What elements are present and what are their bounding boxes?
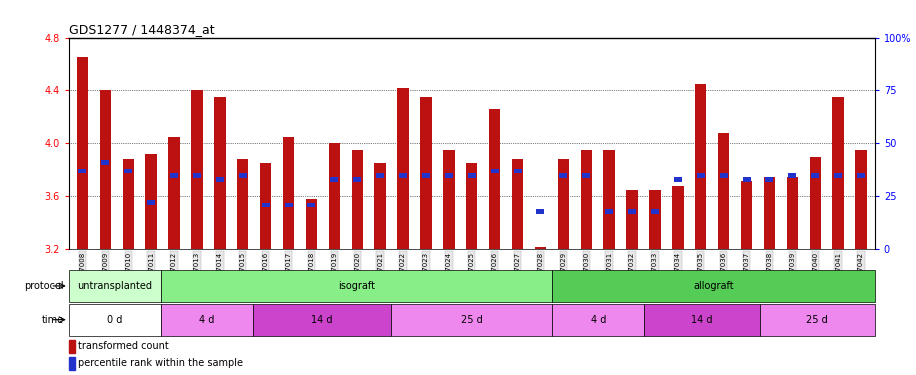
Bar — [193, 173, 201, 177]
Bar — [741, 180, 752, 249]
Bar — [558, 159, 569, 249]
Bar — [810, 157, 821, 249]
Bar — [376, 173, 384, 177]
Bar — [787, 177, 798, 249]
Bar — [308, 202, 315, 207]
Bar — [399, 173, 407, 177]
Bar — [329, 144, 340, 249]
Bar — [285, 202, 292, 207]
Bar — [605, 209, 613, 214]
Bar — [812, 173, 819, 177]
Bar — [77, 57, 88, 249]
Bar — [262, 202, 269, 207]
Text: 4 d: 4 d — [591, 315, 606, 325]
Bar — [420, 97, 431, 249]
Bar — [468, 173, 475, 177]
Bar — [718, 133, 729, 249]
Bar — [695, 84, 706, 249]
Bar — [237, 159, 248, 249]
Bar — [651, 209, 659, 214]
Text: untransplanted: untransplanted — [77, 281, 152, 291]
Bar — [443, 150, 454, 249]
Bar — [489, 109, 500, 249]
Bar — [69, 340, 75, 352]
Bar — [102, 160, 109, 165]
Bar — [627, 190, 638, 249]
Bar — [720, 173, 727, 177]
Bar — [123, 159, 134, 249]
Bar — [552, 270, 875, 302]
Bar — [856, 150, 867, 249]
Bar — [331, 177, 338, 182]
Bar — [161, 270, 552, 302]
Bar — [100, 90, 111, 249]
Bar — [537, 209, 544, 214]
Bar — [628, 209, 636, 214]
Bar — [583, 173, 590, 177]
Bar — [789, 173, 796, 177]
Bar — [239, 173, 246, 177]
Bar — [535, 247, 546, 249]
Bar — [170, 173, 178, 177]
Bar — [69, 304, 161, 336]
Bar — [759, 304, 875, 336]
Text: percentile rank within the sample: percentile rank within the sample — [79, 358, 244, 368]
Text: time: time — [42, 315, 64, 325]
Bar — [169, 137, 180, 249]
Bar — [514, 169, 521, 173]
Bar — [833, 97, 844, 249]
Bar — [216, 177, 224, 182]
Text: 25 d: 25 d — [461, 315, 483, 325]
Bar — [581, 150, 592, 249]
Bar — [398, 88, 409, 249]
Bar — [766, 177, 773, 182]
Bar — [352, 150, 363, 249]
Text: 0 d: 0 d — [107, 315, 123, 325]
Bar — [214, 97, 225, 249]
Bar — [445, 173, 453, 177]
Bar — [147, 200, 155, 205]
Bar — [283, 137, 294, 249]
Bar — [604, 150, 615, 249]
Bar — [375, 163, 386, 249]
Text: isograft: isograft — [338, 281, 375, 291]
Bar — [552, 304, 645, 336]
Bar — [674, 177, 682, 182]
Bar — [422, 173, 430, 177]
Bar — [743, 177, 750, 182]
Bar — [672, 186, 683, 249]
Bar — [69, 357, 75, 370]
Bar — [491, 169, 498, 173]
Text: 14 d: 14 d — [692, 315, 713, 325]
Bar — [69, 270, 161, 302]
Bar — [260, 163, 271, 249]
Bar — [645, 304, 759, 336]
Bar — [834, 173, 842, 177]
Text: transformed count: transformed count — [79, 341, 169, 351]
Bar — [79, 169, 86, 173]
Text: protocol: protocol — [25, 281, 64, 291]
Bar — [253, 304, 391, 336]
Text: allograft: allograft — [693, 281, 734, 291]
Bar — [354, 177, 361, 182]
Bar — [764, 177, 775, 249]
Text: GDS1277 / 1448374_at: GDS1277 / 1448374_at — [69, 23, 214, 36]
Text: 4 d: 4 d — [199, 315, 214, 325]
Bar — [649, 190, 660, 249]
Bar — [306, 199, 317, 249]
Bar — [697, 173, 704, 177]
Text: 25 d: 25 d — [806, 315, 828, 325]
Bar — [857, 173, 865, 177]
Text: 14 d: 14 d — [311, 315, 333, 325]
Bar — [466, 163, 477, 249]
Bar — [125, 169, 132, 173]
Bar — [560, 173, 567, 177]
Bar — [391, 304, 552, 336]
Bar — [161, 304, 253, 336]
Bar — [512, 159, 523, 249]
Bar — [146, 154, 157, 249]
Bar — [191, 90, 202, 249]
